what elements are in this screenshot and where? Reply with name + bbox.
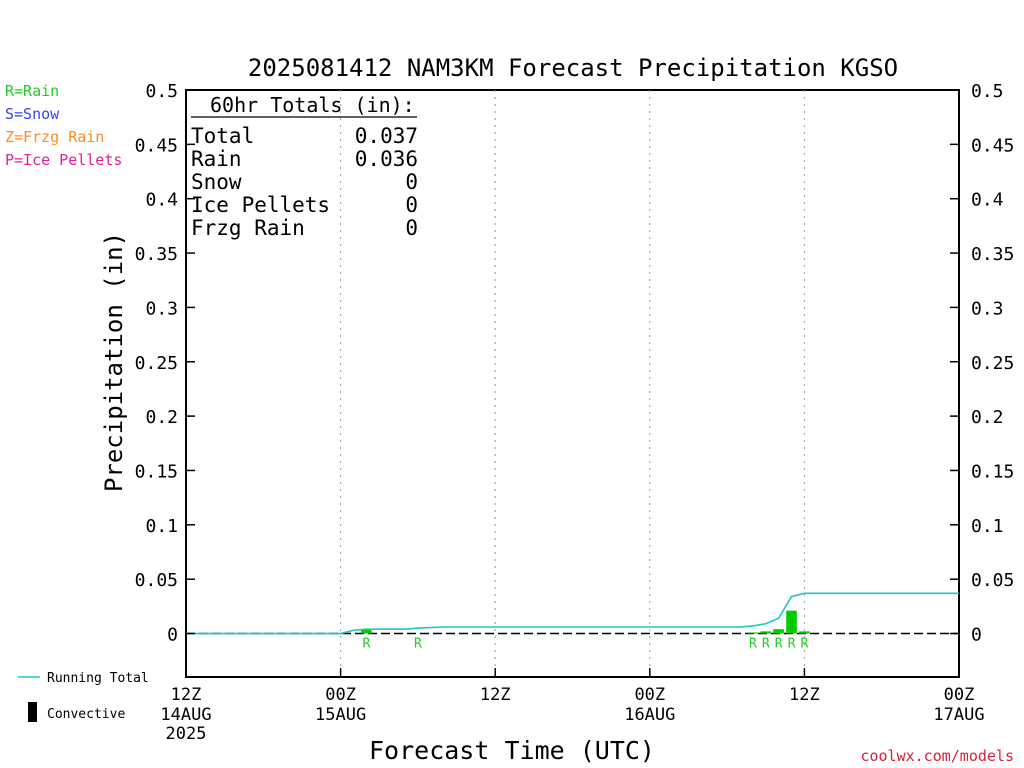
precip-bar (799, 631, 810, 634)
x-tick-label: 00Z (325, 685, 356, 705)
ptype-label: R (414, 637, 422, 652)
totals-row-label: Rain (191, 147, 242, 171)
x-tick-label: 00Z (634, 685, 665, 705)
y-tick-label-right: 0.35 (971, 244, 1014, 265)
y-tick-label-left: 0 (167, 625, 178, 646)
ptype-label: R (788, 637, 796, 652)
y-tick-label-right: 0.15 (971, 461, 1014, 482)
y-tick-label-left: 0.3 (145, 298, 178, 319)
ptype-legend-item: R=Rain (5, 82, 59, 100)
totals-row-label: Total (191, 124, 254, 148)
y-axis-left: 0.5 0.45 0.4 0.35 0.3 0.25 0.2 0.15 0.1 0.05 0 (135, 81, 195, 646)
ptype-legend-item: P=Ice Pellets (5, 151, 122, 169)
y-tick-label-left: 0.05 (135, 570, 178, 591)
ptype-label: R (800, 637, 808, 652)
y-tick-label-right: 0 (971, 625, 982, 646)
x-tick-label: 12Z (171, 685, 202, 705)
totals-row-value: 0.037 (355, 124, 418, 148)
totals-row-value: 0 (405, 193, 418, 217)
x-tick-year: 2025 (166, 724, 207, 744)
convective-legend-swatch (28, 702, 37, 722)
bottom-legend: Running Total Convective (18, 671, 149, 722)
y-tick-label-left: 0.45 (135, 135, 178, 156)
y-tick-label-left: 0.25 (135, 353, 178, 374)
ptype-legend: R=Rain S=Snow Z=Frzg Rain P=Ice Pellets (5, 82, 122, 169)
x-tick-label: 12Z (789, 685, 820, 705)
x-tick-date: 14AUG (160, 705, 211, 725)
y-tick-label-left: 0.5 (145, 81, 178, 102)
chart-title: 2025081412 NAM3KM Forecast Precipitation… (248, 54, 898, 82)
totals-row-value: 0 (405, 170, 418, 194)
running-total-legend-label: Running Total (47, 671, 149, 686)
totals-header: 60hr Totals (in): (210, 93, 415, 117)
x-tick-date: 17AUG (933, 705, 984, 725)
y-tick-label-right: 0.5 (971, 81, 1004, 102)
ptype-legend-item: Z=Frzg Rain (5, 128, 104, 146)
ptype-label: R (762, 637, 770, 652)
x-axis-label: Forecast Time (UTC) (369, 736, 655, 765)
precip-bar (361, 629, 372, 634)
totals-row-label: Ice Pellets (191, 193, 330, 217)
precip-bar (786, 610, 797, 634)
y-tick-label-right: 0.1 (971, 516, 1004, 537)
y-tick-label-left: 0.35 (135, 244, 178, 265)
y-tick-label-right: 0.2 (971, 407, 1004, 428)
totals-row-value: 0.036 (355, 147, 418, 171)
credit-text: coolwx.com/models (860, 747, 1014, 765)
totals-row-label: Frzg Rain (191, 216, 305, 240)
x-tick-date: 15AUG (315, 705, 366, 725)
x-tick-label: 00Z (944, 685, 975, 705)
precip-bar (760, 631, 772, 634)
totals-rows: Total 0.037 Rain 0.036 Snow 0 Ice Pellets 0 Frzg… (191, 124, 418, 240)
totals-box: 60hr Totals (in): Total 0.037 Rain 0.036 Sno… (191, 93, 418, 240)
totals-row-label: Snow (191, 170, 242, 194)
y-tick-label-left: 0.4 (145, 190, 178, 211)
precip-bar (773, 629, 784, 634)
precip-bar (747, 632, 759, 634)
y-tick-label-left: 0.15 (135, 461, 178, 482)
convective-legend-label: Convective (47, 707, 125, 722)
plot-frame (185, 89, 960, 678)
running-total-line (186, 592, 959, 635)
y-tick-label-right: 0.05 (971, 570, 1014, 591)
y-tick-label-right: 0.3 (971, 298, 1004, 319)
x-tick-date: 16AUG (624, 705, 675, 725)
y-tick-label-right: 0.25 (971, 353, 1014, 374)
precip-bars (361, 610, 810, 634)
ptype-label: R (749, 637, 757, 652)
y-tick-label-left: 0.2 (145, 407, 178, 428)
y-tick-label-left: 0.1 (145, 516, 178, 537)
ptype-legend-item: S=Snow (5, 105, 60, 123)
y-tick-label-right: 0.4 (971, 190, 1004, 211)
totals-row-value: 0 (405, 216, 418, 240)
ptype-label: R (775, 637, 783, 652)
ptype-label: R (362, 637, 370, 652)
y-axis-label: Precipitation (in) (100, 232, 128, 492)
x-tick-label: 12Z (480, 685, 511, 705)
y-axis-right: 0.5 0.45 0.4 0.35 0.3 0.25 0.2 0.15 0.1 0.05 0 (950, 81, 1014, 646)
y-tick-label-right: 0.45 (971, 135, 1014, 156)
